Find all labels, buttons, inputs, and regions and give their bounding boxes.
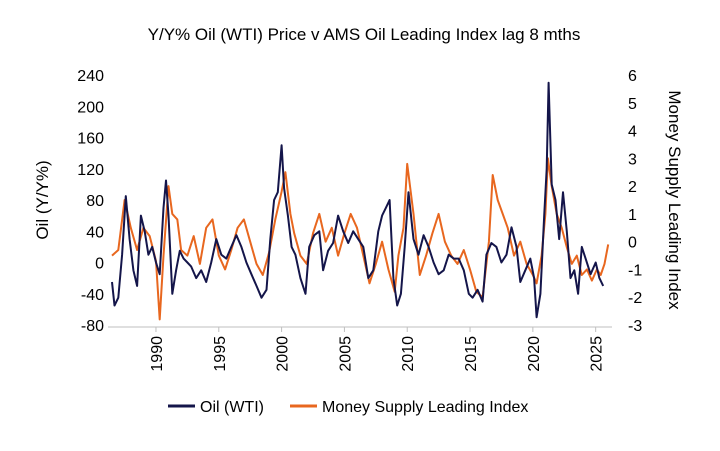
oil-series-line bbox=[111, 81, 605, 319]
y-right-tick-labels: 6 5 4 3 2 1 0 -1 -2 -3 bbox=[628, 68, 642, 335]
y-left-tick-label: 240 bbox=[77, 68, 104, 85]
y-right-tick-label: 5 bbox=[628, 96, 637, 113]
y-right-tick-label: -2 bbox=[628, 290, 642, 307]
x-tick-label: 2015 bbox=[463, 336, 480, 372]
y-right-tick-label: 6 bbox=[628, 68, 637, 85]
y-right-tick-label: 4 bbox=[628, 124, 637, 141]
money-supply-series-line bbox=[111, 157, 610, 321]
y-axis-left-label: Oil (Y/Y%) bbox=[33, 160, 52, 239]
y-right-tick-label: -3 bbox=[628, 318, 642, 335]
chart-title: Y/Y% Oil (WTI) Price v AMS Oil Leading I… bbox=[148, 25, 581, 44]
y-left-tick-label: 200 bbox=[77, 99, 104, 116]
x-tick-label: 2000 bbox=[275, 336, 292, 372]
y-left-tick-label: 0 bbox=[95, 256, 104, 273]
x-tick-label: 2020 bbox=[526, 336, 543, 372]
y-left-tick-label: -80 bbox=[81, 318, 104, 335]
y-left-tick-label: 160 bbox=[77, 131, 104, 148]
x-tick-label: 2025 bbox=[589, 336, 606, 372]
y-axis-right-label: Money Supply Leading Index bbox=[665, 90, 684, 310]
y-right-tick-label: 2 bbox=[628, 179, 637, 196]
y-left-tick-label: -40 bbox=[81, 287, 104, 304]
y-right-tick-label: -1 bbox=[628, 262, 642, 279]
y-right-tick-label: 1 bbox=[628, 207, 637, 224]
series-layer bbox=[111, 81, 610, 321]
legend: Oil (WTI) Money Supply Leading Index bbox=[168, 399, 528, 416]
y-right-tick-label: 3 bbox=[628, 151, 637, 168]
x-tick-label: 2005 bbox=[337, 336, 354, 372]
x-tick-labels: 1990 1995 2000 2005 2010 2015 2020 2025 bbox=[149, 327, 606, 372]
x-tick-label: 1995 bbox=[212, 336, 229, 372]
y-left-tick-labels: 240 200 160 120 80 40 0 -40 -80 bbox=[77, 68, 104, 335]
legend-label-money-supply: Money Supply Leading Index bbox=[322, 399, 528, 416]
plot-area: 1990 1995 2000 2005 2010 2015 2020 2025 2402001… bbox=[77, 68, 642, 372]
y-left-tick-label: 40 bbox=[86, 224, 104, 241]
y-right-tick-label: 0 bbox=[628, 235, 637, 252]
x-tick-label: 2010 bbox=[400, 336, 417, 372]
y-left-tick-label: 80 bbox=[86, 193, 104, 210]
legend-label-oil: Oil (WTI) bbox=[200, 399, 264, 416]
y-left-tick-label: 120 bbox=[77, 162, 104, 179]
x-tick-label: 1990 bbox=[149, 336, 166, 372]
